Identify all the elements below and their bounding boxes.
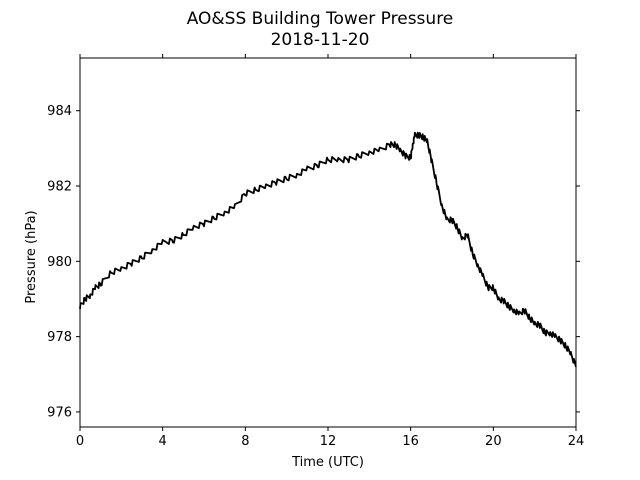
y-axis-label: Pressure (hPa) <box>24 210 39 303</box>
x-tick-label: 8 <box>241 434 249 449</box>
x-tick-label: 4 <box>159 434 167 449</box>
y-tick-label: 982 <box>47 180 72 195</box>
y-tick-label: 980 <box>47 255 72 270</box>
x-tick-label: 0 <box>76 434 84 449</box>
chart-subtitle: 2018-11-20 <box>271 30 370 50</box>
axis-ticks <box>76 54 580 431</box>
x-axis-label: Time (UTC) <box>291 455 364 470</box>
axis-tick-labels: 0 4 8 12 16 20 24 976 978 980 982 984 <box>47 104 584 449</box>
y-tick-label: 978 <box>47 330 72 345</box>
x-tick-label: 20 <box>485 434 502 449</box>
chart-title: AO&SS Building Tower Pressure <box>187 9 454 29</box>
x-tick-label: 12 <box>320 434 337 449</box>
pressure-series-line <box>79 131 577 368</box>
plot-frame <box>79 57 577 428</box>
x-tick-label: 16 <box>402 434 419 449</box>
x-tick-label: 24 <box>568 434 585 449</box>
y-tick-label: 976 <box>47 405 72 420</box>
y-tick-label: 984 <box>47 104 72 119</box>
